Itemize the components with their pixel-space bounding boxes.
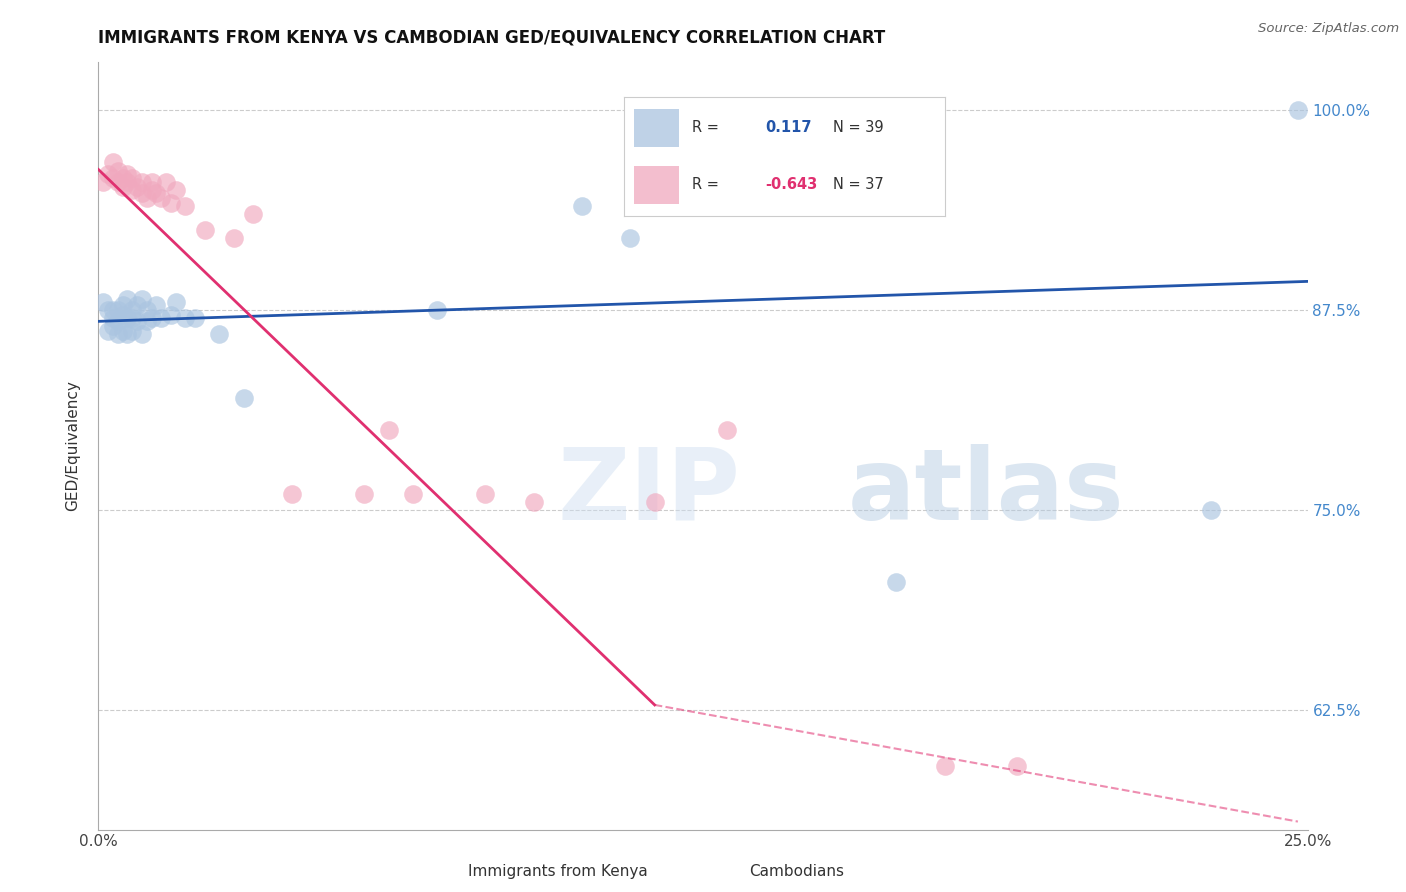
- Point: [91, 175, 114, 189]
- Point: [150, 311, 173, 326]
- Text: Immigrants from Kenya: Immigrants from Kenya: [468, 864, 648, 879]
- Point: [155, 175, 177, 189]
- Point: [107, 314, 129, 328]
- Point: [101, 311, 124, 326]
- Point: [165, 295, 187, 310]
- Point: [523, 495, 546, 509]
- Point: [127, 298, 149, 312]
- Point: [426, 303, 449, 318]
- Point: [886, 574, 908, 589]
- Point: [111, 180, 134, 194]
- Point: [377, 423, 399, 437]
- Point: [121, 311, 143, 326]
- Point: [117, 292, 139, 306]
- Point: [184, 311, 207, 326]
- Point: [232, 391, 254, 405]
- Point: [101, 319, 124, 334]
- Point: [101, 303, 124, 318]
- Point: [145, 186, 167, 201]
- Point: [107, 327, 129, 342]
- Point: [111, 324, 134, 338]
- Point: [131, 186, 153, 201]
- Point: [174, 311, 197, 326]
- Point: [131, 175, 153, 189]
- Point: [97, 324, 120, 338]
- Point: [131, 292, 153, 306]
- Point: [150, 191, 173, 205]
- Point: [222, 231, 245, 245]
- Point: [107, 164, 129, 178]
- Point: [117, 175, 139, 189]
- Point: [111, 170, 134, 185]
- Point: [127, 180, 149, 194]
- Point: [121, 170, 143, 185]
- Point: [160, 196, 183, 211]
- Point: [97, 303, 120, 318]
- Point: [91, 295, 114, 310]
- Point: [174, 199, 197, 213]
- Point: [117, 311, 139, 326]
- Point: [208, 327, 231, 342]
- Point: [619, 231, 641, 245]
- Text: atlas: atlas: [848, 443, 1125, 541]
- Y-axis label: GED/Equivalency: GED/Equivalency: [65, 381, 80, 511]
- Point: [135, 314, 157, 328]
- Point: [1199, 503, 1222, 517]
- Point: [165, 183, 187, 197]
- Point: [281, 487, 304, 501]
- Point: [160, 308, 183, 322]
- Point: [644, 495, 666, 509]
- Point: [934, 758, 956, 772]
- Point: [121, 324, 143, 338]
- Point: [1286, 103, 1309, 118]
- Point: [242, 207, 264, 221]
- Point: [135, 303, 157, 318]
- Point: [117, 327, 139, 342]
- Text: IMMIGRANTS FROM KENYA VS CAMBODIAN GED/EQUIVALENCY CORRELATION CHART: IMMIGRANTS FROM KENYA VS CAMBODIAN GED/E…: [98, 29, 886, 47]
- Point: [101, 154, 124, 169]
- Point: [194, 223, 217, 237]
- Point: [141, 311, 163, 326]
- Point: [353, 487, 375, 501]
- Point: [107, 175, 129, 189]
- Point: [107, 303, 129, 318]
- Point: [141, 183, 163, 197]
- Point: [121, 303, 143, 318]
- Point: [121, 183, 143, 197]
- Point: [111, 298, 134, 312]
- Point: [402, 487, 425, 501]
- Point: [141, 175, 163, 189]
- Text: ZIP: ZIP: [558, 443, 741, 541]
- Point: [97, 167, 120, 181]
- Point: [117, 167, 139, 181]
- Point: [101, 170, 124, 185]
- Point: [145, 298, 167, 312]
- Point: [131, 327, 153, 342]
- Text: Cambodians: Cambodians: [749, 864, 845, 879]
- Point: [474, 487, 496, 501]
- Point: [135, 191, 157, 205]
- Point: [1007, 758, 1029, 772]
- Point: [127, 314, 149, 328]
- Point: [716, 423, 738, 437]
- Point: [111, 308, 134, 322]
- Point: [571, 199, 593, 213]
- Text: Source: ZipAtlas.com: Source: ZipAtlas.com: [1258, 22, 1399, 36]
